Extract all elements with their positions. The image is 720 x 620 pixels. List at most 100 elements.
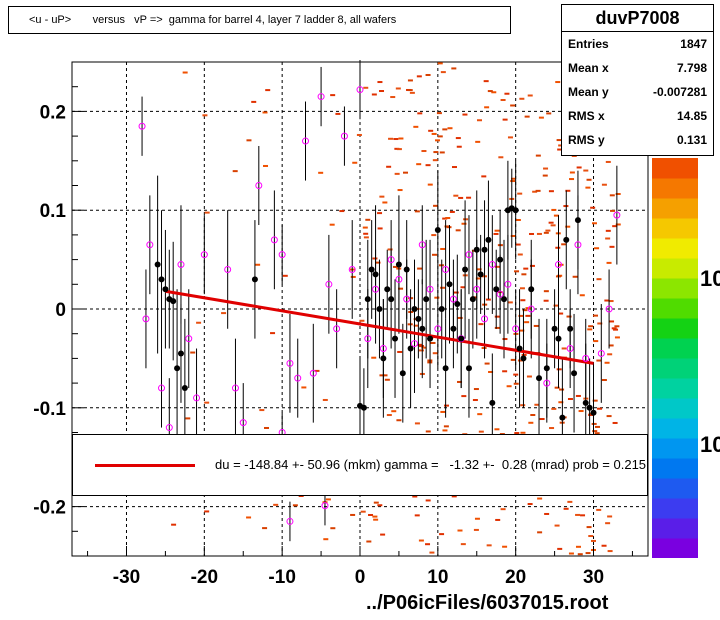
magenta-point: [379, 345, 387, 353]
histogram-cell: [521, 273, 527, 276]
histogram-cell: [575, 513, 581, 516]
histogram-cell: [543, 231, 549, 234]
histogram-cell: [417, 343, 423, 346]
histogram-cell: [567, 398, 573, 401]
histogram-cell: [377, 504, 383, 507]
legend-line-sample: [95, 464, 195, 467]
black-point: [469, 296, 476, 303]
histogram-cell: [585, 186, 591, 189]
magenta-point: [605, 305, 613, 313]
histogram-cell: [612, 421, 618, 424]
histogram-cell: [529, 232, 535, 235]
histogram-cell: [561, 347, 567, 350]
histogram-cell: [493, 232, 499, 235]
black-point: [473, 246, 480, 253]
histogram-cell: [449, 210, 455, 213]
histogram-cell: [478, 323, 484, 326]
x-tick-label: -30: [113, 567, 140, 588]
histogram-cell: [442, 217, 448, 220]
histogram-cell: [264, 426, 270, 429]
histogram-cell: [442, 128, 448, 131]
histogram-cell: [204, 401, 210, 404]
histogram-cell: [537, 531, 543, 534]
histogram-cell: [609, 194, 615, 197]
histogram-cell: [442, 429, 448, 432]
histogram-cell: [384, 378, 390, 381]
histogram-cell: [538, 116, 544, 119]
stats-row-rms-x: RMS x 14.85: [562, 104, 713, 128]
histogram-cell: [556, 139, 562, 142]
histogram-cell: [440, 71, 446, 74]
histogram-cell: [559, 388, 565, 391]
magenta-point: [294, 374, 302, 382]
black-point: [181, 385, 188, 392]
histogram-cell: [453, 194, 459, 197]
histogram-cell: [587, 328, 593, 331]
histogram-cell: [517, 253, 523, 256]
histogram-cell: [524, 321, 530, 324]
histogram-cell: [419, 345, 425, 348]
black-point: [177, 350, 184, 357]
histogram-cell: [409, 91, 415, 94]
histogram-cell: [554, 524, 560, 527]
y-tick-label: -0.2: [33, 498, 66, 519]
histogram-cell: [416, 75, 422, 78]
palette-band: [652, 358, 698, 379]
black-point: [372, 271, 379, 278]
histogram-cell: [329, 223, 335, 226]
magenta-point: [582, 354, 590, 362]
histogram-cell: [594, 247, 600, 250]
magenta-point: [309, 369, 317, 377]
histogram-cell: [251, 100, 257, 103]
histogram-cell: [606, 261, 612, 264]
histogram-cell: [259, 409, 265, 412]
histogram-cell: [190, 351, 196, 354]
histogram-cell: [596, 359, 602, 362]
histogram-cell: [494, 326, 500, 329]
histogram-cell: [526, 375, 532, 378]
histogram-cell: [553, 304, 559, 307]
histogram-cell: [366, 540, 372, 543]
histogram-cell: [466, 196, 472, 199]
histogram-cell: [432, 159, 438, 162]
histogram-cell: [614, 336, 620, 339]
histogram-cell: [443, 425, 449, 428]
histogram-cell: [323, 538, 329, 541]
histogram-cell: [530, 414, 536, 417]
black-point: [489, 399, 496, 406]
histogram-cell: [392, 265, 398, 268]
palette-band: [652, 498, 698, 519]
histogram-cell: [417, 112, 423, 115]
histogram-cell: [548, 190, 554, 193]
black-point: [251, 276, 258, 283]
histogram-cell: [425, 164, 431, 167]
histogram-cell: [591, 422, 597, 425]
histogram-cell: [557, 148, 563, 151]
histogram-cell: [204, 211, 210, 214]
black-point: [380, 355, 387, 362]
magenta-point: [613, 211, 621, 219]
histogram-cell: [413, 324, 419, 327]
histogram-cell: [606, 415, 612, 418]
histogram-cell: [403, 171, 409, 174]
palette-band: [652, 398, 698, 419]
histogram-cell: [495, 518, 501, 521]
histogram-cell: [377, 81, 383, 84]
palette-band: [652, 238, 698, 259]
magenta-point: [465, 251, 473, 259]
black-point: [419, 325, 426, 332]
histogram-cell: [456, 145, 462, 148]
histogram-cell: [427, 183, 433, 186]
histogram-cell: [498, 156, 504, 159]
black-point: [481, 246, 488, 253]
histogram-cell: [563, 507, 569, 510]
histogram-cell: [591, 222, 597, 225]
black-point: [497, 256, 504, 263]
histogram-cell: [601, 183, 607, 186]
histogram-cell: [457, 529, 463, 532]
black-point: [477, 271, 484, 278]
histogram-cell: [519, 97, 525, 100]
histogram-cell: [451, 67, 457, 70]
black-point: [446, 281, 453, 288]
histogram-cell: [461, 222, 467, 225]
